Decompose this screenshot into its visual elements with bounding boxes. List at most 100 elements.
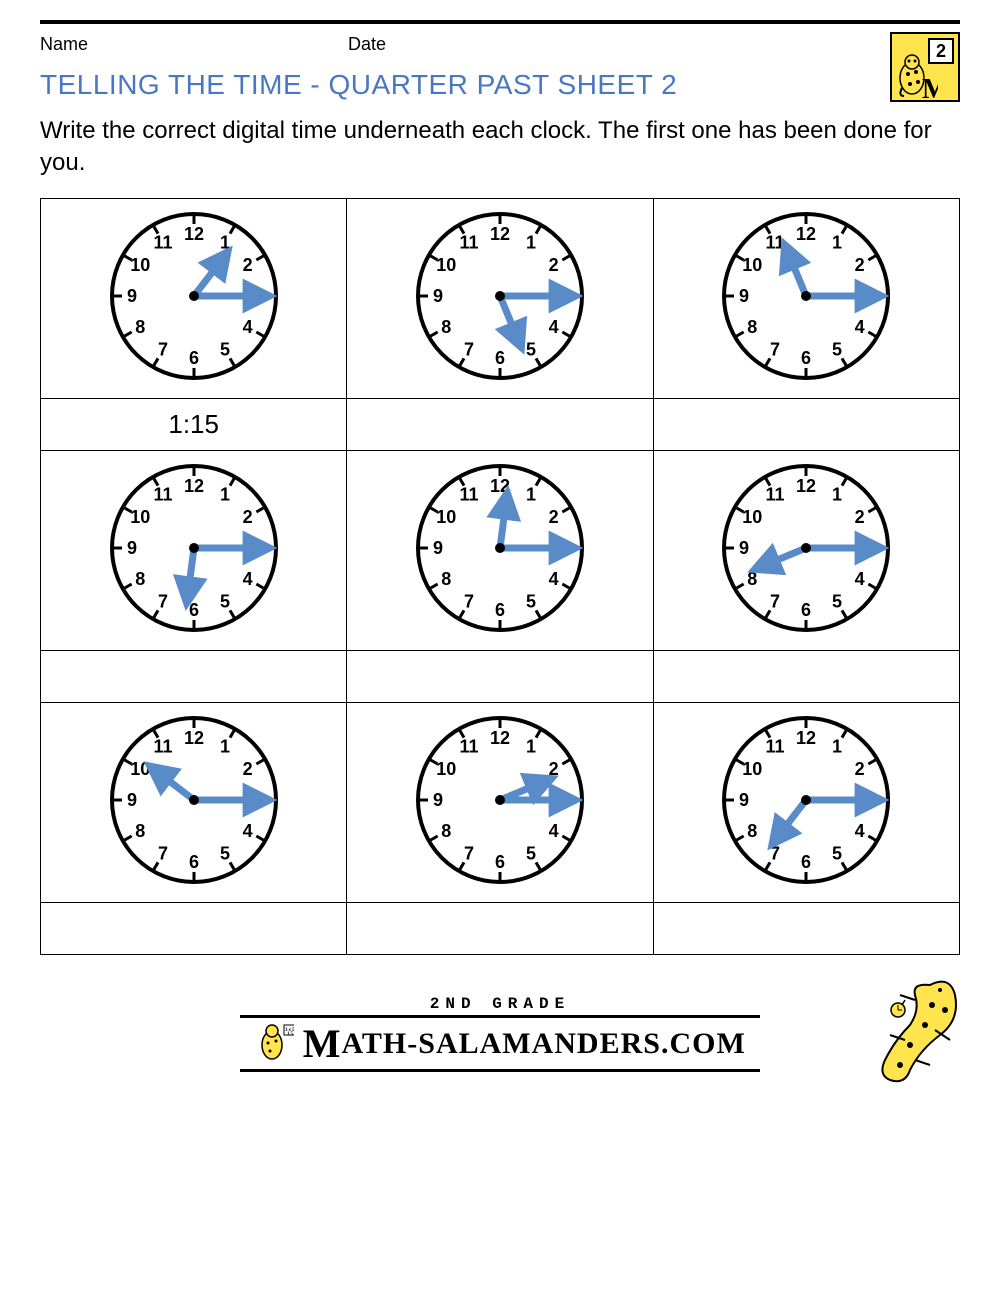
clock-number: 8 <box>135 569 145 589</box>
answer-cell[interactable] <box>41 650 347 702</box>
clock-face: 123456789101112 <box>104 206 284 386</box>
clock-number: 10 <box>130 507 150 527</box>
answer-cell[interactable] <box>653 902 959 954</box>
clock-cell: 123456789101112 <box>347 450 653 650</box>
answer-cell[interactable] <box>347 398 653 450</box>
clock-number: 11 <box>766 736 785 756</box>
clock-number: 9 <box>739 286 749 306</box>
clock-number: 12 <box>796 728 816 748</box>
brand-rule-top <box>240 1015 760 1018</box>
clock-number: 12 <box>184 224 204 244</box>
clock-number: 6 <box>801 852 811 872</box>
clock-number: 10 <box>436 507 456 527</box>
clock-center <box>495 543 505 553</box>
clock-number: 1 <box>832 484 842 504</box>
answer-cell[interactable] <box>41 902 347 954</box>
svg-text:M: M <box>922 74 938 98</box>
header-left: Name Date TELLING THE TIME - QUARTER PAS… <box>40 30 870 115</box>
clock-number: 11 <box>766 232 785 252</box>
clock-number: 2 <box>855 507 865 527</box>
clock-center <box>801 543 811 553</box>
clock-face: 123456789101112 <box>716 710 896 890</box>
footer-salamander-icon <box>860 965 970 1095</box>
clock-number: 8 <box>135 821 145 841</box>
clock-cell: 123456789101112 <box>347 198 653 398</box>
clock-number: 7 <box>158 843 168 863</box>
clock-number: 5 <box>220 843 230 863</box>
clock-number: 5 <box>832 339 842 359</box>
clock-number: 6 <box>189 348 199 368</box>
clock-face: 123456789101112 <box>104 710 284 890</box>
answer-cell[interactable] <box>347 902 653 954</box>
top-rule <box>40 20 960 24</box>
clock-face: 123456789101112 <box>410 206 590 386</box>
clock-cell: 123456789101112 <box>41 702 347 902</box>
clock-number: 4 <box>549 569 559 589</box>
footer: 2ND GRADE 3x5=15 MATH-SALAMANDERS.COM <box>40 985 960 1105</box>
clock-number: 8 <box>748 569 758 589</box>
clock-number: 5 <box>220 591 230 611</box>
clock-number: 4 <box>242 821 252 841</box>
clock-number: 12 <box>796 224 816 244</box>
clock-number: 4 <box>549 317 559 337</box>
answer-cell[interactable]: 1:15 <box>41 398 347 450</box>
clock-number: 5 <box>526 843 536 863</box>
clock-number: 9 <box>433 286 443 306</box>
name-label: Name <box>40 34 88 55</box>
clock-number: 2 <box>855 759 865 779</box>
clock-number: 8 <box>441 569 451 589</box>
clock-number: 7 <box>464 843 474 863</box>
answer-cell[interactable] <box>347 650 653 702</box>
clock-number: 4 <box>855 569 865 589</box>
clock-number: 10 <box>436 759 456 779</box>
clock-grid: 123456789101112 123456789101112 12345678… <box>40 198 960 955</box>
clock-cell: 123456789101112 <box>41 198 347 398</box>
clock-number: 4 <box>855 317 865 337</box>
clock-cell: 123456789101112 <box>653 450 959 650</box>
clock-number: 7 <box>158 591 168 611</box>
clock-number: 4 <box>855 821 865 841</box>
clock-number: 4 <box>242 569 252 589</box>
svg-text:15: 15 <box>287 1032 294 1037</box>
clock-cell: 123456789101112 <box>653 198 959 398</box>
footer-grade-text: 2ND GRADE <box>40 995 960 1013</box>
answer-cell[interactable] <box>653 398 959 450</box>
clock-number: 10 <box>743 759 763 779</box>
footer-center: 2ND GRADE 3x5=15 MATH-SALAMANDERS.COM <box>40 985 960 1072</box>
clock-center <box>189 543 199 553</box>
answer-cell[interactable] <box>653 650 959 702</box>
clock-number: 2 <box>549 507 559 527</box>
clock-center <box>189 291 199 301</box>
clock-number: 9 <box>127 790 137 810</box>
clock-face: 123456789101112 <box>716 458 896 638</box>
clock-number: 10 <box>743 255 763 275</box>
clock-number: 12 <box>490 224 510 244</box>
clock-number: 2 <box>242 255 252 275</box>
clock-number: 10 <box>743 507 763 527</box>
clock-number: 8 <box>441 821 451 841</box>
instructions-text: Write the correct digital time underneat… <box>40 115 960 180</box>
worksheet-page: Name Date TELLING THE TIME - QUARTER PAS… <box>0 0 1000 1115</box>
clock-number: 8 <box>748 317 758 337</box>
clock-number: 7 <box>770 591 780 611</box>
clock-number: 1 <box>220 232 230 252</box>
clock-center <box>495 291 505 301</box>
clock-number: 2 <box>549 255 559 275</box>
clock-face: 123456789101112 <box>410 458 590 638</box>
clock-number: 1 <box>526 232 536 252</box>
clock-number: 11 <box>459 232 478 252</box>
brand-line: 3x5=15 MATH-SALAMANDERS.COM <box>254 1020 746 1067</box>
clock-number: 6 <box>495 852 505 872</box>
clock-cell: 123456789101112 <box>653 702 959 902</box>
clock-number: 10 <box>130 759 150 779</box>
clock-number: 11 <box>153 484 172 504</box>
clock-face: 123456789101112 <box>716 206 896 386</box>
clock-cell: 123456789101112 <box>41 450 347 650</box>
clock-number: 6 <box>801 348 811 368</box>
clock-face: 123456789101112 <box>410 710 590 890</box>
header-row: Name Date TELLING THE TIME - QUARTER PAS… <box>40 30 960 115</box>
clock-number: 7 <box>158 339 168 359</box>
clock-number: 11 <box>153 736 172 756</box>
clock-number: 10 <box>130 255 150 275</box>
clock-number: 10 <box>436 255 456 275</box>
